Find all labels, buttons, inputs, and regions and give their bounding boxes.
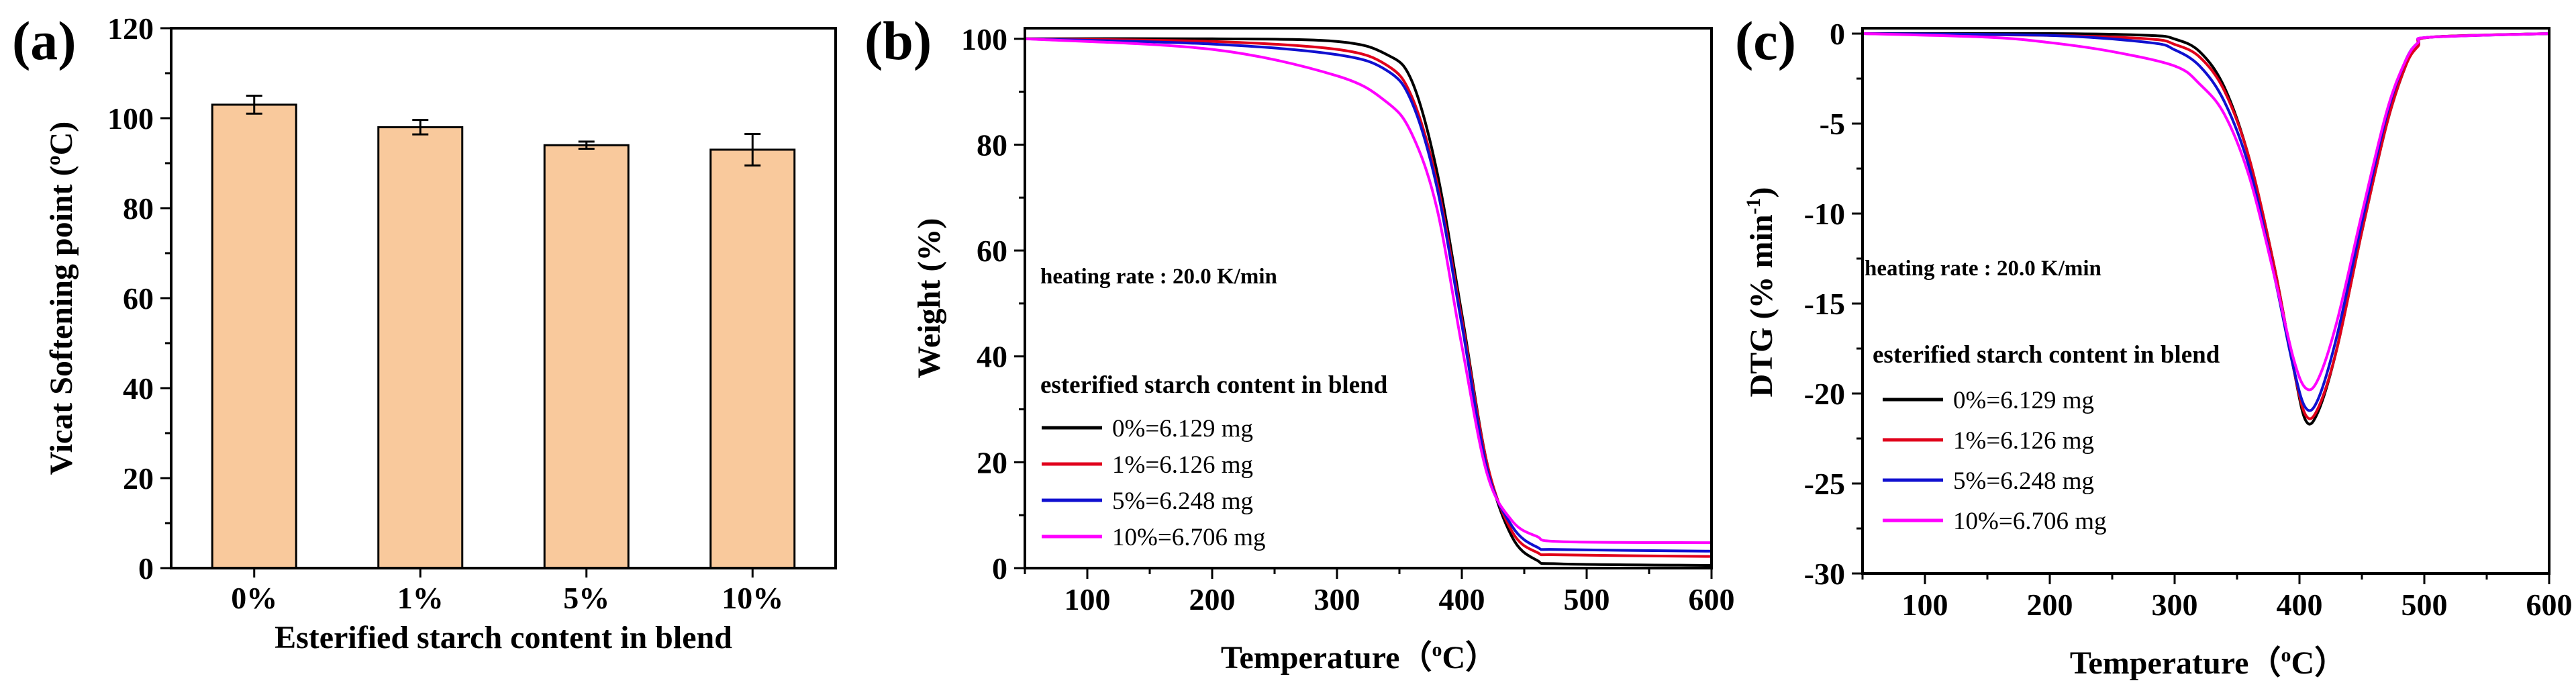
panel-c-x-label-prefix: Temperature（: [2070, 645, 2281, 681]
y-tick-label-1: 20: [977, 445, 1007, 479]
x-tick-label-4: 500: [1564, 582, 1610, 616]
legend-label-1: 1%=6.126 mg: [1953, 427, 2094, 455]
panel-c-x-axis-label: Temperature（oC）: [2070, 644, 2346, 681]
legend-label-3: 10%=6.706 mg: [1112, 524, 1265, 551]
bar-1: [377, 126, 464, 569]
y-tick-label-4: -20: [1804, 377, 1845, 411]
panel-c-x-ticks: 100 200 300 400 500 600: [1861, 573, 2573, 622]
x-tick-label-3: 400: [2277, 588, 2323, 622]
x-tick-label-5: 600: [1689, 582, 1735, 616]
legend-label-1: 1%=6.126 mg: [1112, 451, 1253, 479]
legend-label-0: 0%=6.129 mg: [1953, 387, 2094, 414]
y-tick-label-0: 0: [1830, 17, 1845, 51]
panel-c: (c) 0 -5 -10 -15 -20 -25 -30 100 200 300 400 500 60…: [1735, 10, 2573, 681]
y-tick-label-5: -25: [1804, 467, 1845, 501]
panel-b-x-ticks: 100 200 300 400 500 600: [1024, 568, 1735, 616]
y-tick-label-2: 40: [123, 371, 154, 406]
panel-b-legend-title: esterified starch content in blend: [1040, 371, 1388, 399]
x-tick-label-3: 400: [1439, 582, 1485, 616]
panel-a-y-axis-label: Vicat Softening point (oC): [42, 122, 79, 475]
panel-a-y-label-prefix: Vicat Softening point (: [44, 165, 79, 475]
panel-b-x-label-super: o: [1432, 639, 1442, 661]
panel-c-y-label-super: -1: [1742, 197, 1765, 214]
legend-label-2: 5%=6.248 mg: [1112, 488, 1253, 515]
panel-c-annotation: heating rate : 20.0 K/min: [1865, 257, 2101, 281]
y-tick-label-3: 60: [977, 234, 1007, 268]
legend-label-3: 10%=6.706 mg: [1953, 508, 2106, 535]
x-tick-label-1: 200: [1189, 582, 1236, 616]
panel-c-y-label-suffix: ): [1744, 187, 1779, 198]
panel-b-x-axis-label: Temperature（oC）: [1221, 639, 1497, 676]
panel-c-y-ticks: 0 -5 -10 -15 -20 -25 -30: [1804, 17, 1863, 591]
panel-c-series-lines: [1862, 32, 2550, 426]
x-tick-label-1: 1%: [397, 581, 444, 615]
x-tick-label-0: 0%: [231, 581, 277, 615]
panel-b-legend: 0%=6.129 mg 1%=6.126 mg 5%=6.248 mg 10%=6.7…: [1042, 415, 1265, 551]
x-tick-label-4: 500: [2401, 588, 2448, 622]
bar-2: [543, 144, 630, 569]
y-tick-label-5: 100: [961, 22, 1007, 56]
panel-b-x-label-suffix: C）: [1442, 640, 1497, 676]
x-tick-label-2: 5%: [563, 581, 609, 615]
panel-b-x-label-prefix: Temperature（: [1221, 640, 1432, 676]
panel-c-label: (c): [1735, 10, 1796, 71]
series-line-3: [1024, 37, 1712, 545]
panel-a-bars: [211, 103, 796, 569]
panel-a: (a) 0 20 40 60 80 100 120 0% 1% 5% 10% Esterified…: [12, 10, 837, 655]
x-tick-label-3: 10%: [722, 581, 783, 615]
legend-label-2: 5%=6.248 mg: [1953, 467, 2094, 495]
x-tick-label-0: 100: [1902, 588, 1948, 622]
panel-c-legend: 0%=6.129 mg 1%=6.126 mg 5%=6.248 mg 10%=6.7…: [1883, 387, 2106, 535]
panel-b-series-lines: [1024, 37, 1712, 567]
y-tick-label-1: -5: [1820, 107, 1845, 141]
series-line-2: [1024, 37, 1712, 553]
y-tick-label-4: 80: [977, 128, 1007, 162]
y-tick-label-3: -15: [1804, 287, 1845, 321]
panel-a-y-ticks: 0 20 40 60 80 100 120: [107, 11, 171, 586]
panel-c-x-label-super: o: [2281, 644, 2291, 666]
bar-3: [709, 148, 796, 569]
panel-a-x-axis-label: Esterified starch content in blend: [275, 620, 732, 655]
panel-b-frame: [1024, 27, 1713, 569]
x-tick-label-5: 600: [2526, 588, 2573, 622]
panel-a-y-label-suffix: C): [44, 122, 79, 156]
panel-a-label: (a): [12, 10, 77, 71]
panel-c-y-label-prefix: DTG (% min: [1744, 214, 1779, 397]
y-tick-label-0: 0: [138, 551, 154, 586]
y-tick-label-0: 0: [992, 551, 1007, 586]
y-tick-label-5: 100: [107, 101, 154, 136]
panel-b-y-ticks: 0 20 40 60 80 100: [961, 22, 1025, 586]
y-tick-label-1: 20: [123, 461, 154, 496]
x-tick-label-2: 300: [1314, 582, 1360, 616]
y-tick-label-2: -10: [1804, 197, 1845, 231]
y-tick-label-6: 120: [107, 11, 154, 46]
y-tick-label-6: -30: [1804, 557, 1845, 591]
x-tick-label-2: 300: [2152, 588, 2198, 622]
panel-a-error-bars: [246, 95, 761, 167]
y-tick-label-2: 40: [977, 340, 1007, 374]
series-line-0: [1024, 37, 1712, 567]
x-tick-label-1: 200: [2027, 588, 2073, 622]
bar-0: [211, 103, 297, 569]
y-tick-label-4: 80: [123, 191, 154, 226]
panel-b-y-axis-label: Weight (%): [911, 218, 947, 379]
x-tick-label-0: 100: [1064, 582, 1111, 616]
series-line-1: [1024, 37, 1712, 558]
legend-label-0: 0%=6.129 mg: [1112, 415, 1253, 443]
panel-c-x-label-suffix: C）: [2291, 645, 2346, 681]
panel-b-annotation: heating rate : 20.0 K/min: [1040, 265, 1277, 289]
panel-b: (b) 0 20 40 60 80 100 100 200 300 400 500 600 heat…: [864, 10, 1735, 676]
panel-a-y-label-super: o: [42, 155, 64, 165]
panel-c-y-axis-label: DTG (% min-1): [1742, 187, 1779, 398]
series-line-3: [1862, 32, 2550, 391]
panel-a-x-ticks: 0% 1% 5% 10%: [231, 568, 783, 615]
panel-c-frame: [1861, 27, 2550, 575]
panel-c-legend-title: esterified starch content in blend: [1873, 341, 2220, 369]
y-tick-label-3: 60: [123, 281, 154, 316]
panel-b-label: (b): [864, 10, 932, 71]
